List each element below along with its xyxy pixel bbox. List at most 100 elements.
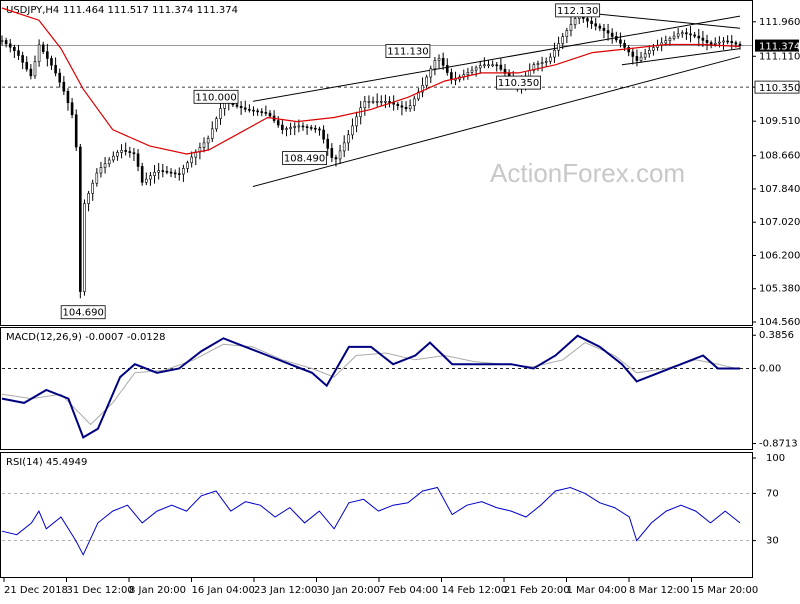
candle-body: [668, 38, 672, 41]
annotation-label: 110.350: [498, 78, 539, 89]
candle-body: [709, 42, 713, 45]
price-tick-label: 104.560: [759, 317, 800, 328]
candle-body: [652, 47, 655, 51]
candle-body: [50, 58, 53, 66]
candle-body: [441, 57, 445, 66]
price-annotation: 104.690: [60, 305, 106, 320]
candle-body: [281, 124, 284, 130]
annotation-box: [555, 3, 601, 18]
annotation-box: [193, 89, 239, 104]
candle-body: [495, 64, 499, 67]
annotation-label: 108.490: [284, 154, 325, 165]
candle-body: [103, 163, 107, 168]
candle-body: [268, 112, 272, 117]
candle-body: [54, 64, 57, 74]
candle-body: [314, 127, 317, 130]
candle-body: [124, 150, 127, 152]
price-annotation: 111.130: [385, 44, 431, 58]
watermark-text: ActionForex.com: [490, 158, 685, 188]
candle-body: [79, 146, 82, 292]
trend-line: [252, 56, 741, 187]
candle-body: [639, 56, 643, 61]
last-price-badge: [755, 39, 799, 52]
candle-body: [594, 23, 597, 27]
candle-body: [256, 110, 259, 113]
candle-body: [74, 114, 78, 148]
candle-body: [384, 101, 387, 103]
candle-body: [140, 166, 144, 183]
moving-average-line: [1, 7, 741, 155]
price-panel-frame: [0, 0, 753, 326]
macd-tick-label: 0.00: [759, 363, 781, 374]
candle-body: [297, 125, 301, 128]
candle-body: [149, 175, 152, 180]
trend-line: [577, 11, 741, 29]
annotation-label: 110.000: [195, 92, 236, 103]
time-tick-label: 31 Dec 12:00: [67, 585, 134, 596]
candle-body: [309, 127, 313, 129]
time-tick-label: 14 Feb 12:00: [442, 585, 508, 596]
candle-body: [186, 162, 189, 169]
price-tick-label: 107.840: [759, 184, 800, 195]
candle-body: [540, 62, 544, 64]
candle-body: [404, 106, 408, 110]
candle-body: [561, 36, 565, 44]
candle-body: [627, 47, 630, 53]
candle-body: [132, 152, 136, 155]
candle-body: [392, 102, 395, 105]
candle-body: [631, 51, 635, 57]
candle-body: [285, 128, 288, 130]
candle-body: [713, 42, 717, 45]
candle-body: [437, 57, 441, 61]
price-panel-title: USDJPY,H4: [6, 5, 59, 16]
candle-body: [705, 40, 709, 43]
candle-body: [21, 55, 24, 63]
candle-body: [433, 60, 437, 70]
candle-body: [598, 25, 602, 29]
candle-body: [25, 61, 29, 70]
candle-body: [107, 159, 111, 165]
candle-body: [664, 40, 668, 44]
candle-body: [161, 170, 165, 172]
candle-body: [322, 129, 325, 140]
candle-body: [623, 42, 626, 48]
annotation-box: [496, 75, 542, 90]
price-annotation: 108.490: [282, 151, 327, 165]
candle-body: [276, 120, 280, 126]
candle-body: [421, 84, 424, 93]
candle-body: [635, 56, 639, 61]
candle-body: [157, 170, 160, 173]
level-label: 110.350: [759, 83, 800, 94]
candle-body: [396, 103, 400, 107]
time-tick-label: 1 Mar 04:00: [567, 585, 627, 596]
candle-body: [491, 64, 494, 67]
macd-main-line: [1, 334, 740, 439]
candle-body: [466, 72, 470, 75]
candle-body: [347, 134, 350, 144]
candle-body: [351, 125, 354, 136]
candle-body: [293, 126, 297, 128]
price-tick-label: 109.510: [759, 116, 800, 127]
price-annotation: 110.000: [193, 89, 239, 104]
candle-body: [182, 168, 185, 175]
candle-body: [17, 50, 20, 56]
candle-body: [29, 68, 33, 77]
candle-body: [0, 40, 4, 42]
candle-body: [429, 68, 433, 78]
candle-body: [586, 18, 589, 22]
annotation-box: [385, 44, 431, 58]
candle-body: [13, 46, 16, 51]
macd-panel-frame: [0, 327, 753, 450]
rsi-line: [1, 486, 741, 556]
price-plot-layer: 112.130 111.130 110.350 110.000 108.490 104.6…: [0, 3, 752, 320]
price-annotation: 112.130: [555, 3, 601, 18]
candle-body: [557, 43, 560, 51]
last-price-label: 111.374: [759, 42, 800, 53]
candle-body: [734, 42, 738, 45]
trend-line: [621, 48, 741, 66]
candle-body: [289, 127, 292, 129]
candle-body: [693, 34, 696, 37]
rsi-panel-title: RSI(14) 45.4949: [6, 457, 87, 468]
candle-body: [363, 101, 367, 109]
candle-body: [120, 150, 123, 153]
